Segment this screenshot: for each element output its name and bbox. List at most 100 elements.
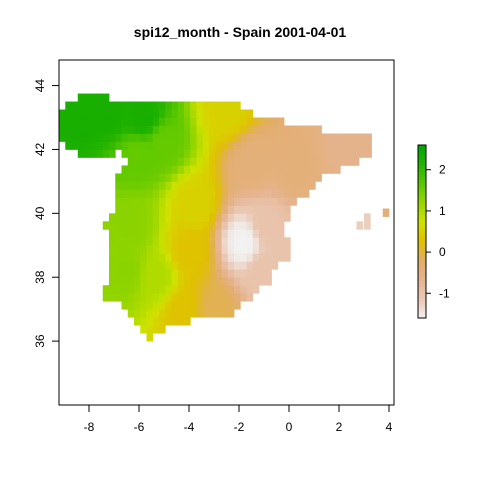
raster-cell — [240, 253, 247, 262]
raster-cell — [152, 245, 160, 254]
x-tick-label: -2 — [234, 420, 245, 434]
colorbar-swatch — [418, 280, 426, 284]
raster-cell — [165, 293, 172, 302]
raster-cell — [209, 213, 216, 222]
raster-cell — [102, 101, 110, 110]
raster-cell — [246, 109, 254, 118]
colorbar-swatch — [418, 162, 426, 166]
raster-cell — [284, 237, 291, 246]
colorbar-swatch — [418, 182, 426, 186]
raster-cell — [259, 125, 266, 134]
raster-cell — [246, 221, 254, 230]
colorbar-legend: -1 0 1 2 — [417, 144, 450, 319]
raster-cell — [196, 197, 204, 206]
raster-cell — [152, 205, 160, 214]
raster-cell — [352, 149, 360, 158]
raster-cell — [127, 301, 135, 310]
raster-cell — [59, 117, 66, 126]
raster-cell — [171, 309, 179, 318]
raster-cell — [277, 173, 285, 182]
raster-cell — [115, 173, 122, 182]
raster-cell — [84, 109, 91, 118]
raster-cell — [221, 213, 229, 222]
raster-cell — [184, 253, 191, 262]
raster-cell — [121, 301, 129, 310]
x-tick-label: -8 — [84, 420, 95, 434]
raster-cell — [359, 141, 366, 150]
raster-cell — [165, 173, 172, 182]
raster-cell — [90, 149, 97, 158]
raster-cell — [165, 221, 172, 230]
raster-cell — [196, 101, 204, 110]
raster-cell — [190, 277, 197, 286]
raster-cell — [227, 229, 235, 238]
raster-cell — [134, 157, 141, 166]
raster-cell — [134, 317, 141, 326]
raster-cell — [159, 141, 166, 150]
raster-cell — [134, 109, 141, 118]
colorbar-swatch — [418, 294, 426, 299]
raster-cell — [152, 285, 160, 294]
raster-cell — [234, 189, 241, 198]
raster-cell — [209, 205, 216, 214]
raster-cell — [265, 149, 272, 158]
raster-cell — [240, 181, 247, 190]
y-axis: 36 38 40 42 44 — [33, 79, 59, 348]
raster-cell — [184, 109, 191, 118]
colorbar-swatch — [418, 283, 426, 287]
raster-cell — [265, 189, 272, 198]
raster-cell — [190, 261, 197, 270]
raster-cell — [152, 165, 160, 174]
raster-cell — [190, 229, 197, 238]
raster-cell — [165, 253, 172, 262]
raster-cell — [309, 173, 316, 182]
raster-cell — [140, 285, 147, 294]
raster-cell — [109, 125, 116, 134]
raster-cell — [240, 285, 247, 294]
raster-cell — [146, 245, 154, 254]
raster-cell — [202, 109, 210, 118]
colorbar-swatch — [418, 243, 426, 247]
raster-cell — [252, 261, 260, 270]
raster-cell — [190, 125, 197, 134]
raster-cell — [102, 125, 110, 134]
raster-cell — [190, 293, 197, 302]
raster-cell — [165, 181, 172, 190]
raster-cell — [202, 117, 210, 126]
raster-cell — [152, 237, 160, 246]
raster-cell — [190, 133, 197, 142]
raster-cell — [152, 221, 160, 230]
raster-cell — [202, 173, 210, 182]
raster-cell — [184, 149, 191, 158]
raster-cell — [259, 269, 266, 278]
raster-cell — [134, 181, 141, 190]
raster-cell — [184, 237, 191, 246]
raster-cell — [227, 293, 235, 302]
raster-cell — [265, 237, 272, 246]
raster-cell — [302, 141, 310, 150]
raster-cell — [234, 221, 241, 230]
raster-cell — [259, 133, 266, 142]
raster-cell — [171, 229, 179, 238]
raster-cell — [121, 285, 129, 294]
raster-cell — [140, 261, 147, 270]
colorbar-swatch — [418, 173, 426, 178]
raster-cell — [190, 301, 197, 310]
raster-cell — [221, 173, 229, 182]
raster-cell — [159, 229, 166, 238]
raster-cell — [184, 277, 191, 286]
raster-cell — [240, 269, 247, 278]
raster-cell — [127, 157, 135, 166]
raster-cell — [177, 213, 185, 222]
raster-cell — [265, 245, 272, 254]
raster-cell — [234, 269, 241, 278]
raster-cell — [209, 181, 216, 190]
raster-cell — [102, 149, 110, 158]
raster-cell — [146, 101, 154, 110]
raster-cell — [90, 109, 97, 118]
raster-cell — [159, 325, 166, 334]
raster-cell — [321, 149, 329, 158]
raster-cell — [90, 125, 97, 134]
raster-cell — [115, 253, 122, 262]
